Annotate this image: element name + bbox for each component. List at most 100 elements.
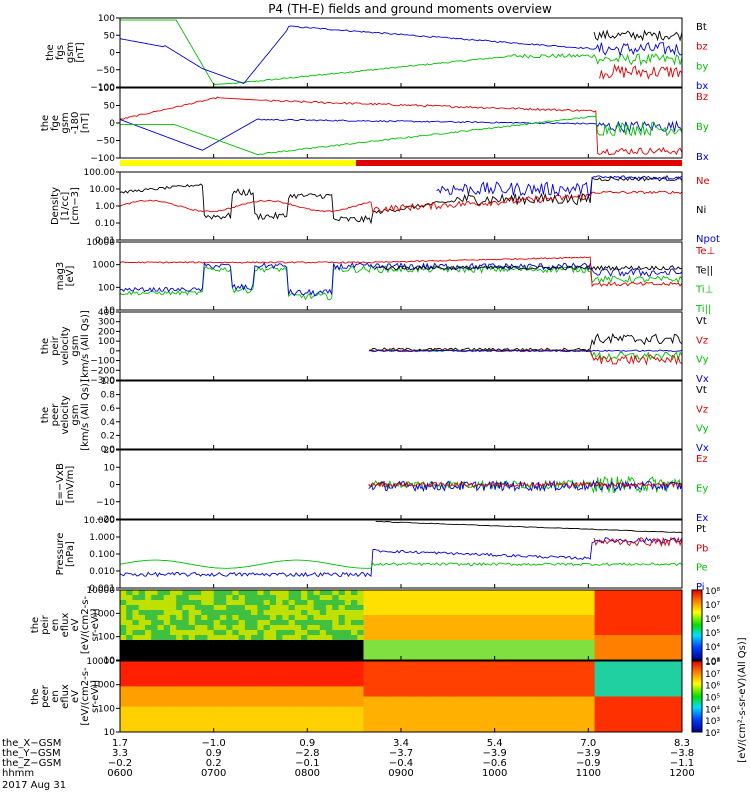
spectrogram-cell: [219, 595, 227, 601]
spectrogram-cell: [182, 625, 190, 631]
legend-ni: Ni: [696, 205, 706, 216]
spectrogram-cell: [132, 650, 140, 656]
spectrogram-cell: [519, 630, 527, 636]
spectrogram-cell: [157, 706, 165, 713]
spectrogram-cell: [251, 640, 258, 646]
spectrogram-cell: [657, 620, 664, 626]
spectrogram-cell: [657, 645, 664, 651]
spectrogram-cell: [319, 681, 327, 687]
spectrogram-cell: [519, 721, 527, 728]
spectrogram-cell: [226, 640, 233, 646]
spectrogram-cell: [519, 671, 527, 677]
spectrogram-cell: [644, 721, 652, 728]
spectrogram-cell: [232, 691, 240, 698]
ytick-label: −50: [96, 137, 115, 147]
spectrogram-cell: [469, 726, 477, 732]
spectrogram-cell: [363, 590, 371, 596]
spectrogram-cell: [494, 650, 502, 656]
spectrogram-cell: [120, 701, 127, 708]
spectrogram-cell: [588, 610, 596, 616]
spectrogram-cell: [582, 595, 589, 601]
spectrogram-cell: [188, 610, 196, 616]
spectrogram-cell: [307, 716, 315, 723]
spectrogram-cell: [588, 681, 596, 687]
spectrogram-cell: [276, 620, 283, 626]
spectrogram-cell: [194, 630, 202, 636]
spectrogram-cell: [532, 600, 539, 606]
spectrogram-cell: [469, 615, 477, 621]
spectrogram-cell: [382, 630, 390, 636]
spectrogram-cell: [451, 676, 458, 682]
spectrogram-cell: [500, 600, 508, 606]
spectrogram-cell: [432, 650, 439, 656]
spectrogram-cell: [563, 605, 571, 611]
spectrogram-cell: [269, 666, 277, 672]
spectrogram-cell: [344, 691, 352, 698]
spectrogram-cell: [176, 610, 183, 616]
spectrogram-cell: [388, 605, 396, 611]
spectrogram-cell: [538, 686, 546, 693]
spectrogram-cell: [369, 625, 377, 631]
spectrogram-cell: [563, 721, 571, 728]
spectrogram-cell: [376, 610, 383, 616]
spectrogram-cell: [457, 600, 464, 606]
spectrogram-cell: [376, 625, 383, 631]
spectrogram-cell: [226, 706, 233, 713]
spectrogram-cell: [463, 655, 471, 660]
xaxis-value: −3.7: [389, 748, 413, 759]
spectrogram-cell: [625, 661, 633, 667]
spectrogram-cell: [663, 666, 671, 672]
spectrogram-cell: [500, 676, 508, 682]
spectrogram-cell: [575, 605, 583, 611]
spectrogram-cell: [588, 650, 596, 656]
spectrogram-cell: [426, 615, 433, 621]
spectrogram-cell: [238, 716, 246, 723]
vel-vt-line: [369, 332, 682, 352]
spectrogram-cell: [376, 600, 383, 606]
spectrogram-cell: [544, 721, 552, 728]
spectrogram-cell: [338, 676, 346, 682]
colorbar-tick: 10⁷: [705, 670, 720, 680]
spectrogram-cell: [338, 640, 346, 646]
spectrogram-cell: [632, 701, 639, 708]
spectrogram-cell: [344, 590, 352, 596]
spectrogram-cell: [525, 645, 533, 651]
spectrogram-cell: [369, 595, 377, 601]
spectrogram-cell: [282, 676, 290, 682]
spectrogram-cell: [588, 595, 596, 601]
spectrogram-cell: [507, 620, 514, 626]
spectrogram-cell: [207, 655, 215, 660]
spectrogram-cell: [625, 640, 633, 646]
spectrogram-cell: [675, 655, 682, 660]
spectrogram-cell: [351, 671, 358, 677]
spectrogram-cell: [413, 600, 421, 606]
spectrogram-cell: [194, 696, 202, 703]
spectrogram-cell: [582, 650, 589, 656]
spectrogram-cell: [525, 671, 533, 677]
spectrogram-cell: [126, 666, 133, 672]
spectrogram-cell: [625, 610, 633, 616]
spectrogram-cell: [469, 666, 477, 672]
spectrogram-cell: [582, 600, 589, 606]
spectrogram-cell: [457, 640, 464, 646]
spectrogram-cell: [475, 590, 483, 596]
spectrogram-cell: [232, 625, 240, 631]
spectrogram-cell: [176, 595, 183, 601]
spectrogram-cell: [132, 655, 140, 660]
spectrogram-cell: [244, 635, 252, 641]
spectrogram-cell: [401, 691, 408, 698]
spectrogram-cell: [170, 625, 177, 631]
spectrogram-cell: [163, 671, 171, 677]
spectrogram-cell: [269, 645, 277, 651]
spectrogram-cell: [644, 671, 652, 677]
spectrogram-cell: [194, 666, 202, 672]
spectrogram-cell: [413, 655, 421, 660]
spectrogram-cell: [663, 645, 671, 651]
spectrogram-cell: [544, 610, 552, 616]
spectrogram-cell: [369, 630, 377, 636]
spectrogram-cell: [157, 671, 165, 677]
spectrogram-cell: [257, 645, 265, 651]
spectrogram-cell: [232, 650, 240, 656]
spectrogram-cell: [319, 701, 327, 708]
spectrogram-cell: [482, 595, 489, 601]
